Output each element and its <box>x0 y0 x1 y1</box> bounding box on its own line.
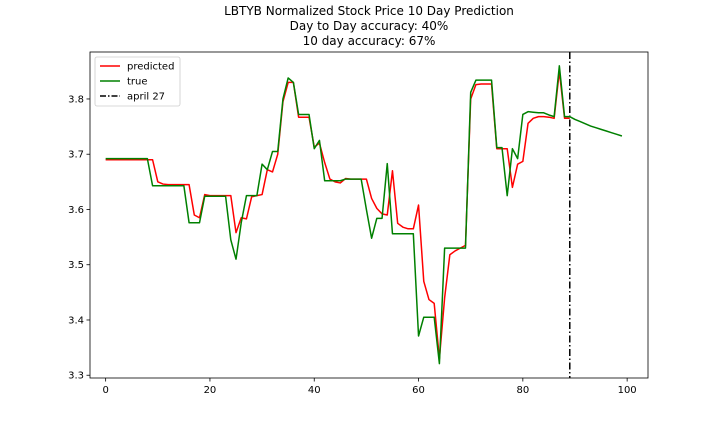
legend-box <box>94 56 181 107</box>
x-tick-label: 60 <box>412 385 425 396</box>
y-tick-label: 3.3 <box>68 371 84 382</box>
x-tick-label: 0 <box>102 385 108 396</box>
chart-subtitle-10day-accuracy: 10 day accuracy: 67% <box>302 34 436 48</box>
y-tick-label: 3.4 <box>68 315 84 326</box>
chart-title-block: LBTYB Normalized Stock Price 10 Day Pred… <box>90 4 648 49</box>
x-tick-label: 80 <box>516 385 529 396</box>
legend-label-april-27: april 27 <box>127 92 165 103</box>
chart-title: LBTYB Normalized Stock Price 10 Day Pred… <box>224 4 514 18</box>
legend-label-true: true <box>127 77 148 88</box>
x-tick-label: 100 <box>618 385 637 396</box>
y-tick-label: 3.7 <box>68 150 84 161</box>
y-tick-label: 3.8 <box>68 94 84 105</box>
x-tick-label: 40 <box>308 385 321 396</box>
series-group <box>105 65 623 365</box>
y-axis: 3.3 3.4 3.5 3.6 3.7 3.8 <box>68 94 90 382</box>
x-tick-label: 20 <box>204 385 217 396</box>
y-tick-label: 3.5 <box>68 260 84 271</box>
plot-frame <box>89 51 649 379</box>
x-axis: 0 20 40 60 80 100 <box>102 378 637 396</box>
legend: predicted true april 27 <box>94 56 181 107</box>
legend-label-predicted: predicted <box>127 62 174 73</box>
y-tick-label: 3.6 <box>68 205 84 216</box>
series-line-true <box>105 65 623 365</box>
chart-subtitle-day-accuracy: Day to Day accuracy: 40% <box>289 19 449 33</box>
